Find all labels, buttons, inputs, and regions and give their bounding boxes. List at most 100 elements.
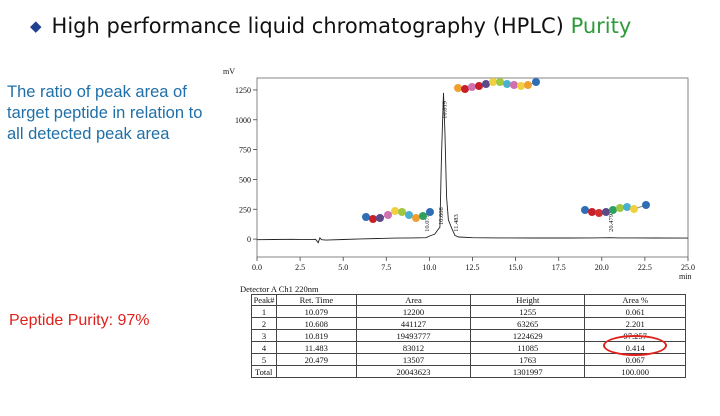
table-cell: 1301997 <box>470 365 586 378</box>
peptide-chain-main <box>454 78 540 93</box>
amino-acid-bead <box>532 78 540 86</box>
x-tick-label: 22.5 <box>638 263 652 272</box>
table-cell: 20.479 <box>275 353 357 366</box>
table-row: 5 20.479 13507 1763 0.067 <box>251 353 686 366</box>
peptide-chain-left <box>362 207 434 223</box>
table-cell: 19493777 <box>355 329 472 342</box>
amino-acid-bead <box>609 206 617 214</box>
amino-acid-bead <box>496 78 504 86</box>
table-cell <box>275 365 357 378</box>
y-axis-label: mV <box>223 67 235 76</box>
amino-acid-bead <box>405 211 413 219</box>
table-header-cell: Ret. Time <box>275 294 357 306</box>
table-cell: 11.483 <box>275 341 357 354</box>
table-cell: Total <box>251 365 277 378</box>
amino-acid-bead <box>642 201 650 209</box>
amino-acid-bead <box>426 208 434 216</box>
x-tick-label: 12.5 <box>466 263 480 272</box>
table-total-row: Total 20043623 1301997 100.000 <box>251 365 686 378</box>
peptide-purity-label: Peptide Purity: 97% <box>9 312 150 329</box>
x-axis-label: min <box>679 272 691 281</box>
diamond-bullet-icon: ◆ <box>30 17 42 35</box>
table-cell: 1255 <box>470 305 586 318</box>
amino-acid-bead <box>602 208 610 216</box>
amino-acid-bead <box>524 81 532 89</box>
amino-acid-bead <box>581 206 589 214</box>
table-cell: 5 <box>251 353 277 366</box>
table-cell: 2 <box>251 317 277 330</box>
amino-acid-bead <box>630 205 638 213</box>
amino-acid-bead <box>489 78 497 86</box>
table-header-cell: Area % <box>584 294 686 306</box>
amino-acid-bead <box>384 211 392 219</box>
peak-label: 11.483 <box>453 214 460 232</box>
table-header-cell: Area <box>355 294 472 306</box>
x-tick-label: 17.5 <box>552 263 566 272</box>
x-tick-label: 7.5 <box>381 263 391 272</box>
table-header-cell: Peak# <box>251 294 277 306</box>
x-tick-label: 10.0 <box>422 263 436 272</box>
x-tick-label: 5.0 <box>338 263 348 272</box>
amino-acid-bead <box>454 84 462 92</box>
y-tick-label: 500 <box>239 175 251 184</box>
amino-acid-bead <box>468 83 476 91</box>
y-tick-label: 1250 <box>235 86 251 95</box>
peak-label: 20.479 <box>608 214 615 232</box>
x-tick-label: 0.0 <box>252 263 262 272</box>
amino-acid-bead <box>419 212 427 220</box>
amino-acid-bead <box>510 81 518 89</box>
table-cell: 1 <box>251 305 277 318</box>
x-tick-label: 15.0 <box>509 263 523 272</box>
detector-label: Detector A Ch1 220nm <box>240 284 319 294</box>
x-tick-label: 2.5 <box>295 263 305 272</box>
title-main: High performance liquid chromatography (… <box>51 14 564 38</box>
peak-table-header: Peak# Ret. Time Area Height Area % <box>251 294 686 306</box>
amino-acid-bead <box>595 209 603 217</box>
amino-acid-bead <box>517 82 525 90</box>
table-cell: 1763 <box>470 353 586 366</box>
amino-acid-bead <box>376 214 384 222</box>
highlight-circle <box>603 335 667 356</box>
plot-frame <box>256 77 689 258</box>
peak-label: 10.819 <box>442 101 449 119</box>
amino-acid-bead <box>398 208 406 216</box>
slide-title: ◆ High performance liquid chromatography … <box>30 14 631 38</box>
amino-acid-bead <box>616 204 624 212</box>
table-row: 2 10.608 441127 63265 2.201 <box>251 317 686 330</box>
amino-acid-bead <box>412 214 420 222</box>
peptide-chain-right <box>581 201 650 217</box>
hplc-chromatogram: 0 250 500 750 1000 1250 0.0 2.5 5.0 7.5 10.0 12.5 15… <box>223 67 695 281</box>
table-cell: 1224629 <box>470 329 586 342</box>
table-header-cell: Height <box>470 294 586 306</box>
table-cell: 10.819 <box>275 329 357 342</box>
amino-acid-bead <box>362 213 370 221</box>
peak-label: 10.608 <box>438 207 445 225</box>
table-cell: 20043623 <box>355 365 472 378</box>
table-cell: 63265 <box>470 317 586 330</box>
amino-acid-bead <box>391 207 399 215</box>
description-text: The ratio of peak area of target peptide… <box>7 83 203 143</box>
amino-acid-bead <box>461 85 469 93</box>
amino-acid-bead <box>503 80 511 88</box>
amino-acid-bead <box>588 208 596 216</box>
table-cell: 0.061 <box>584 305 686 318</box>
y-tick-label: 1000 <box>235 116 251 125</box>
title-accent: Purity <box>570 14 632 38</box>
table-cell: 10.079 <box>275 305 357 318</box>
chromatogram-trace <box>256 92 689 244</box>
amino-acid-bead <box>475 82 483 90</box>
x-tick-label: 25.0 <box>681 263 695 272</box>
table-cell: 12200 <box>355 305 472 318</box>
peak-label: 10.079 <box>424 214 431 232</box>
amino-acid-bead <box>623 203 631 211</box>
y-tick-label: 750 <box>239 146 251 155</box>
y-tick-label: 250 <box>239 205 251 214</box>
table-cell: 10.608 <box>275 317 357 330</box>
y-tick-label: 0 <box>247 235 251 244</box>
table-cell: 4 <box>251 341 277 354</box>
table-cell: 441127 <box>355 317 472 330</box>
x-tick-label: 20.0 <box>595 263 609 272</box>
table-row: 1 10.079 12200 1255 0.061 <box>251 305 686 318</box>
table-cell: 83012 <box>355 341 472 354</box>
table-cell: 11085 <box>470 341 586 354</box>
